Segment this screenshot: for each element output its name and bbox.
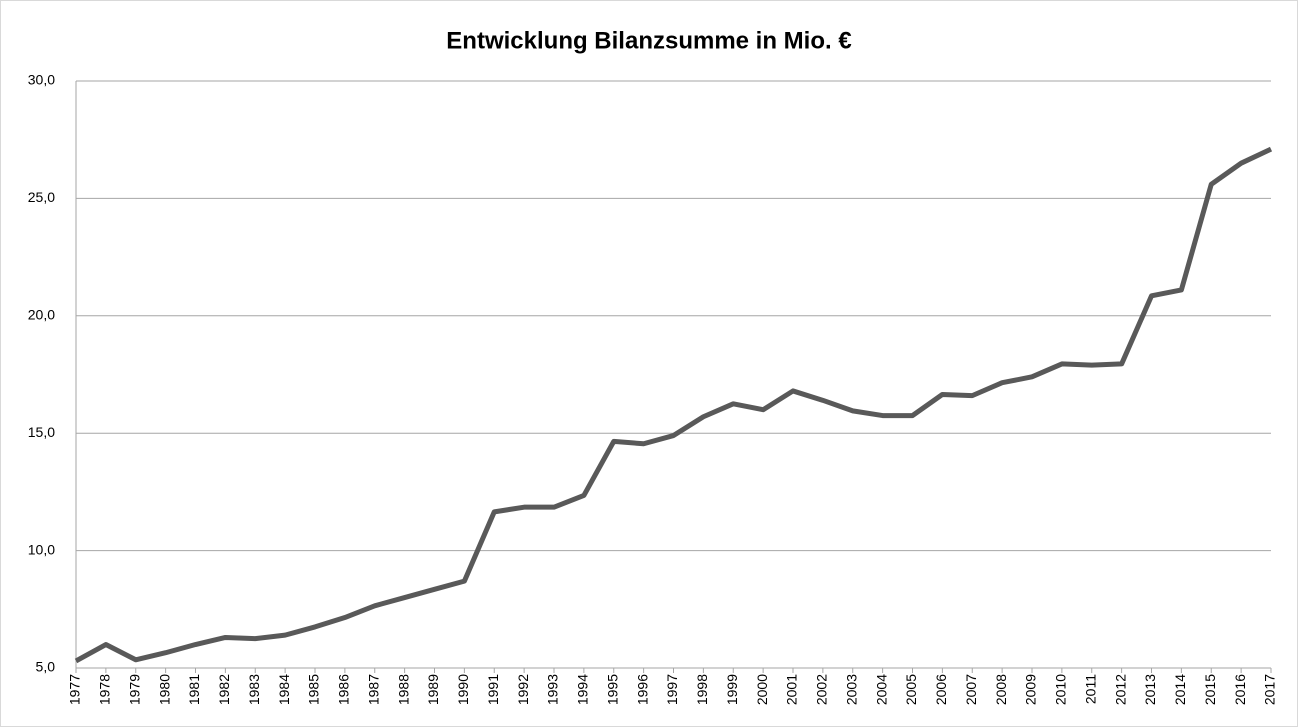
x-tick-label: 1997 bbox=[664, 674, 680, 705]
y-tick-label: 25,0 bbox=[28, 189, 55, 205]
x-tick-label: 1986 bbox=[336, 674, 352, 705]
x-tick-label: 1978 bbox=[97, 674, 113, 705]
x-tick-label: 2014 bbox=[1172, 674, 1188, 705]
x-tick-label: 1989 bbox=[425, 674, 441, 705]
x-tick-label: 1993 bbox=[545, 674, 561, 705]
x-tick-label: 1984 bbox=[276, 674, 292, 705]
x-tick-label: 1999 bbox=[724, 674, 740, 705]
x-tick-label: 1998 bbox=[694, 674, 710, 705]
x-tick-label: 1981 bbox=[186, 674, 202, 705]
x-tick-label: 2000 bbox=[754, 674, 770, 705]
x-tick-label: 2008 bbox=[993, 674, 1009, 705]
x-tick-label: 1977 bbox=[67, 674, 83, 705]
x-tick-label: 2017 bbox=[1262, 674, 1278, 705]
x-tick-label: 1982 bbox=[216, 674, 232, 705]
x-tick-label: 2006 bbox=[933, 674, 949, 705]
y-tick-label: 15,0 bbox=[28, 424, 55, 440]
x-tick-label: 2004 bbox=[873, 674, 889, 705]
y-tick-label: 30,0 bbox=[28, 72, 55, 88]
x-tick-label: 1990 bbox=[455, 674, 471, 705]
x-tick-label: 2012 bbox=[1112, 674, 1128, 705]
x-tick-label: 2015 bbox=[1202, 674, 1218, 705]
x-tick-label: 2010 bbox=[1053, 674, 1069, 705]
y-tick-label: 5,0 bbox=[36, 659, 56, 675]
y-tick-label: 20,0 bbox=[28, 307, 55, 323]
x-tick-label: 1991 bbox=[485, 674, 501, 705]
x-tick-label: 1992 bbox=[515, 674, 531, 705]
x-tick-label: 1995 bbox=[604, 674, 620, 705]
data-line bbox=[74, 146, 1273, 664]
x-tick-label: 2005 bbox=[903, 674, 919, 705]
x-tick-label: 2002 bbox=[814, 674, 830, 705]
x-tick-label: 2007 bbox=[963, 674, 979, 705]
x-tick-label: 1987 bbox=[365, 674, 381, 705]
x-tick-label: 1980 bbox=[156, 674, 172, 705]
x-tick-label: 2009 bbox=[1023, 674, 1039, 705]
x-tick-label: 2001 bbox=[784, 674, 800, 705]
x-tick-label: 1983 bbox=[246, 674, 262, 705]
x-tick-label: 1994 bbox=[575, 674, 591, 705]
x-tick-label: 1988 bbox=[395, 674, 411, 705]
y-tick-label: 10,0 bbox=[28, 541, 55, 557]
x-tick-label: 2016 bbox=[1232, 674, 1248, 705]
x-tick-label: 1985 bbox=[306, 674, 322, 705]
x-tick-label: 1996 bbox=[634, 674, 650, 705]
x-tick-label: 1979 bbox=[126, 674, 142, 705]
x-tick-label: 2011 bbox=[1082, 674, 1098, 704]
x-tick-label: 2013 bbox=[1142, 674, 1158, 705]
x-tick-label: 2003 bbox=[843, 674, 859, 705]
chart-title: Entwicklung Bilanzsumme in Mio. € bbox=[446, 27, 851, 54]
